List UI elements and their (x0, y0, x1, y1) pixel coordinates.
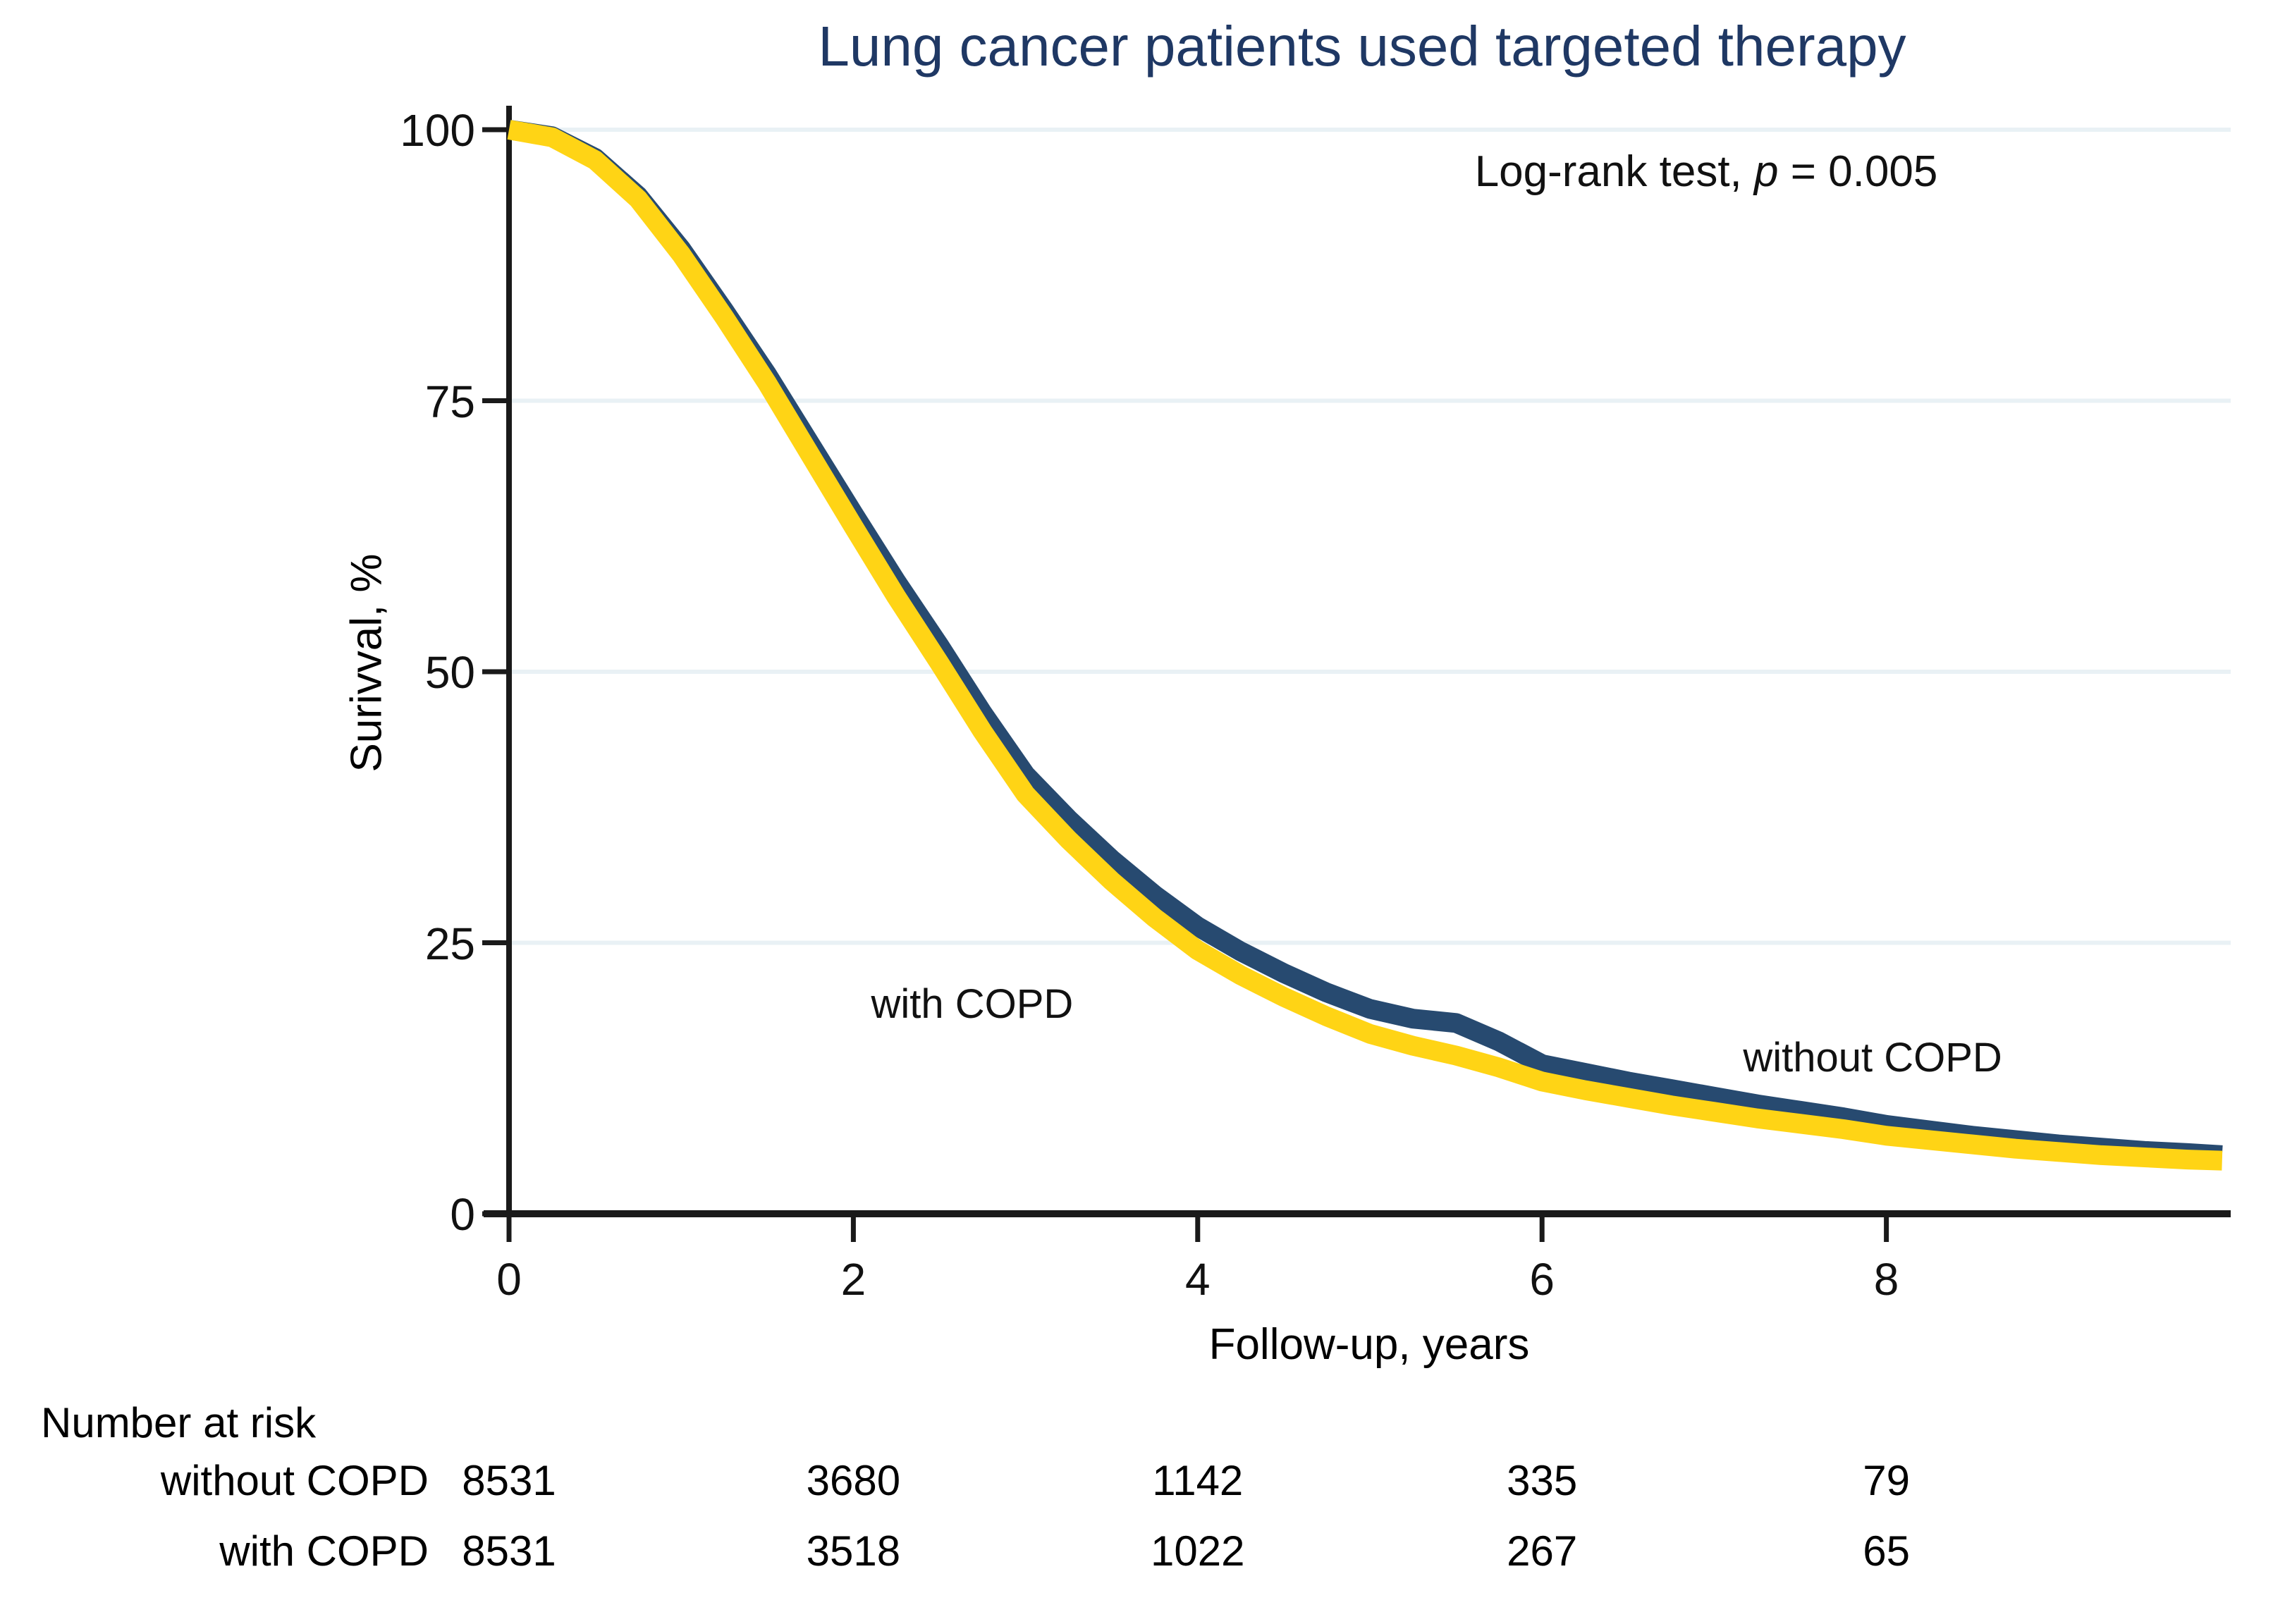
risk-count: 267 (1507, 1527, 1578, 1575)
risk-count: 3518 (806, 1527, 901, 1575)
risk-count: 79 (1863, 1457, 1910, 1504)
risk-row-label: with COPD (219, 1527, 429, 1575)
risk-count: 65 (1863, 1527, 1910, 1575)
y-tick-label: 0 (450, 1189, 475, 1240)
x-tick-label: 0 (496, 1254, 522, 1305)
x-tick-label: 6 (1529, 1254, 1555, 1305)
y-tick-label: 25 (424, 918, 475, 969)
x-tick-label: 2 (840, 1254, 866, 1305)
curve-label-with-COPD: with COPD (871, 981, 1074, 1028)
curve-label-without-COPD: without COPD (1743, 1034, 2002, 1081)
y-tick-label: 75 (424, 376, 475, 427)
chart-title: Lung cancer patients used targeted thera… (818, 15, 1906, 78)
x-axis-title: Follow-up, years (1208, 1320, 1530, 1369)
y-tick-label: 50 (424, 647, 475, 698)
logrank-text-prefix: Log-rank test, (1474, 147, 1754, 196)
logrank-p-symbol: p (1754, 147, 1779, 196)
risk-count: 1022 (1151, 1527, 1245, 1575)
risk-count: 1142 (1152, 1457, 1244, 1504)
logrank-text-suffix: = 0.005 (1778, 147, 1938, 196)
x-tick-label: 4 (1185, 1254, 1211, 1305)
risk-count: 8531 (462, 1457, 556, 1504)
risk-count: 3680 (806, 1457, 901, 1504)
risk-count: 8531 (462, 1527, 556, 1575)
curve-with-COPD (507, 120, 2223, 1171)
risk-count: 335 (1507, 1457, 1578, 1504)
logrank-annotation: Log-rank test, p = 0.005 (1354, 147, 2059, 197)
risk-table-title: Number at risk (41, 1399, 317, 1446)
risk-row-label: without COPD (160, 1457, 429, 1504)
x-tick-label: 8 (1873, 1254, 1899, 1305)
y-tick-label: 100 (400, 105, 475, 156)
